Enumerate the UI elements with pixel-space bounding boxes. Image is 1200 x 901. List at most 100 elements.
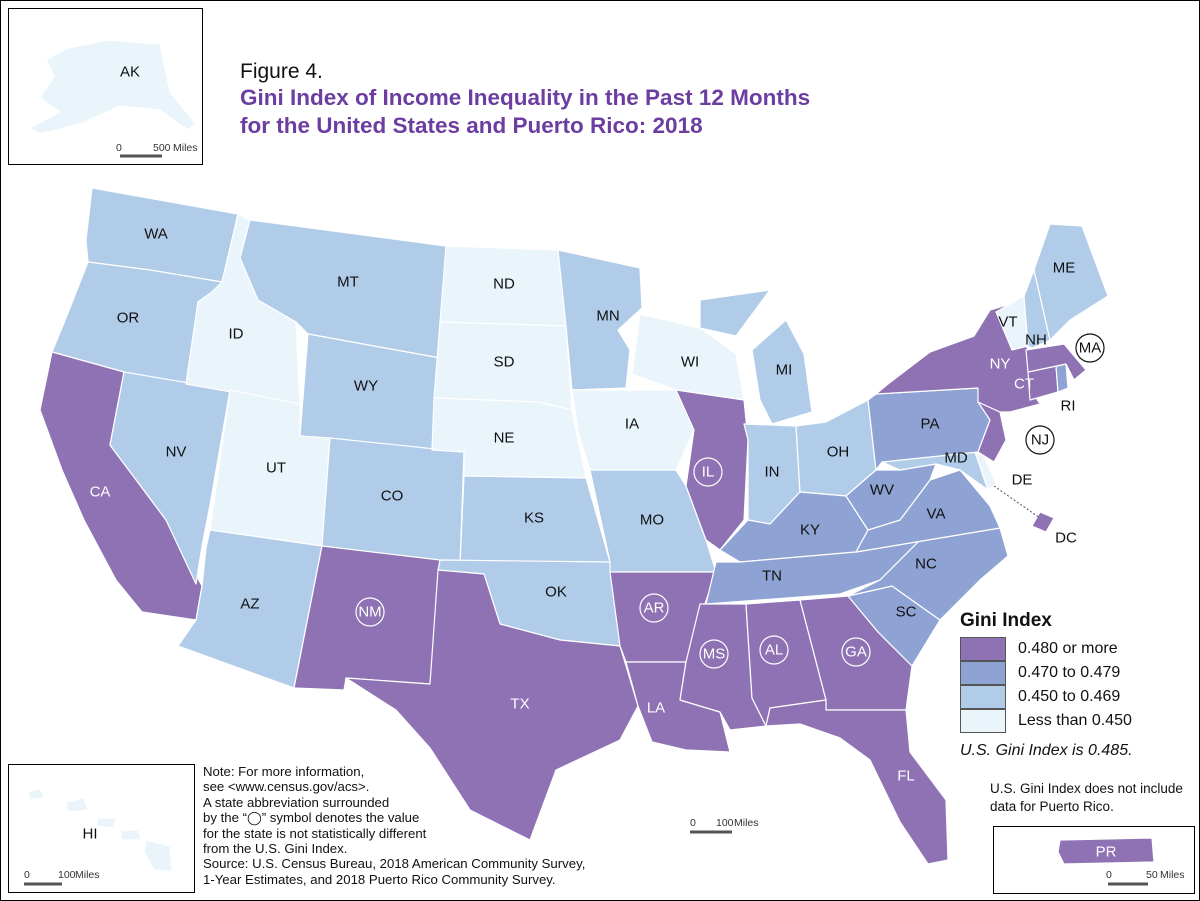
pr-scale-value: 50 — [1146, 869, 1158, 881]
significance-circle — [693, 457, 723, 487]
state-shape — [1055, 363, 1069, 393]
state-label: NC — [915, 556, 937, 573]
state-label: DC — [1055, 530, 1077, 547]
hi-scale-value: 100 — [58, 869, 76, 881]
state-label: MD — [944, 450, 967, 467]
state-label: OK — [545, 584, 567, 601]
state-labels: WA OR CA NV ID MT WY UT AZ CO NM ND SD N… — [83, 64, 1117, 861]
state-label: MI — [776, 362, 793, 379]
main-scale-value: 100 — [716, 817, 734, 829]
state-shape — [95, 817, 117, 829]
state-shape — [557, 249, 643, 391]
state-shape — [1033, 223, 1109, 341]
significance-circle — [1025, 425, 1055, 455]
state-label: IN — [765, 464, 780, 481]
state-shape — [845, 463, 937, 531]
state-label: CA — [90, 484, 111, 501]
note-line: Source: U.S. Census Bureau, 2018 America… — [203, 856, 586, 872]
state-label: PA — [921, 416, 940, 433]
state-label: NY — [990, 356, 1011, 373]
state-label: GA — [845, 644, 867, 661]
state-label: MA — [1079, 340, 1102, 357]
state-label: NE — [494, 430, 515, 447]
significance-circle — [639, 593, 669, 623]
legend-swatch — [960, 685, 1006, 709]
state-label: IL — [702, 464, 715, 481]
significance-circle — [1075, 333, 1105, 363]
state-label: ME — [1053, 260, 1076, 277]
significance-circle — [759, 635, 789, 665]
state-label: ND — [493, 276, 515, 293]
state-label: MO — [640, 512, 664, 529]
state-shape — [1057, 837, 1155, 865]
state-label: UT — [266, 460, 286, 477]
state-label: WY — [354, 378, 378, 395]
state-label: AR — [644, 600, 665, 617]
state-label: CT — [1014, 376, 1034, 393]
state-label: KY — [800, 522, 820, 539]
figure-title: Gini Index of Income Inequality in the P… — [240, 84, 810, 140]
note-line: from the U.S. Gini Index. — [203, 841, 348, 857]
note-line: for the state is not statistically diffe… — [203, 825, 427, 841]
hi-scale-units: Miles — [75, 869, 100, 881]
state-label: RI — [1061, 398, 1076, 415]
state-label: SD — [494, 354, 515, 371]
state-shape — [119, 829, 143, 841]
state-label: OH — [827, 444, 850, 461]
legend-swatch — [960, 709, 1006, 733]
note-line: see <www.census.gov/acs>. — [203, 779, 370, 795]
figure-title-line2: for the United States and Puerto Rico: 2… — [240, 113, 703, 138]
state-shape — [345, 569, 639, 841]
us-gini-index-note: U.S. Gini Index is 0.485. — [960, 742, 1133, 759]
dc-leader-line — [993, 485, 1041, 519]
scale-bars: 0 500 Miles 0 100 Miles 0 100 Miles 0 50… — [24, 142, 1185, 886]
ak-scale-units: Miles — [173, 142, 198, 154]
legend-item: 0.450 to 0.469 — [960, 685, 1120, 709]
puerto-rico-note: U.S. Gini Index does not include data fo… — [990, 781, 1183, 814]
significance-circle — [699, 639, 729, 669]
state-label: SC — [896, 604, 917, 621]
main-scale-units: Miles — [734, 817, 759, 829]
state-shape — [974, 451, 997, 491]
state-label: VA — [927, 506, 946, 523]
note-line: A state abbreviation surrounded — [203, 794, 390, 810]
state-label: CO — [381, 488, 404, 505]
state-label: ID — [229, 326, 244, 343]
state-shape — [27, 787, 45, 801]
state-shape — [847, 527, 1009, 621]
note-line: by the “◯” symbol denotes the value — [203, 810, 420, 826]
state-label: LA — [647, 700, 665, 717]
state-label: WA — [144, 226, 168, 243]
pr-scale-units: Miles — [1160, 869, 1185, 881]
state-label: AL — [765, 642, 783, 659]
significance-circle — [355, 597, 385, 627]
state-label: OR — [117, 310, 140, 327]
state-label: HI — [83, 826, 98, 843]
state-shape — [143, 839, 173, 873]
pr-scale-zero: 0 — [1106, 869, 1112, 881]
significance-circle — [841, 637, 871, 667]
legend-label: 0.470 to 0.479 — [1018, 664, 1121, 681]
state-label: AZ — [240, 596, 259, 613]
alaska-inset — [8, 8, 203, 165]
state-label: WI — [681, 354, 699, 371]
state-shape — [589, 469, 717, 573]
state-label: AK — [120, 64, 140, 81]
note-line: Note: For more information, — [203, 764, 365, 779]
state-shape — [65, 797, 89, 813]
legend-item: Less than 0.450 — [960, 709, 1132, 733]
state-label: TN — [762, 568, 782, 585]
state-label: NJ — [1031, 432, 1049, 449]
state-label: KS — [524, 510, 544, 527]
state-shape — [765, 699, 949, 865]
state-label: DE — [1012, 472, 1033, 489]
state-label: WV — [870, 482, 894, 499]
figure-label: Figure 4. — [240, 60, 323, 83]
state-shape — [1031, 511, 1055, 533]
state-label: NV — [166, 444, 187, 461]
state-label: NM — [358, 604, 381, 621]
state-label: NH — [1025, 332, 1047, 349]
state-label: MN — [596, 308, 619, 325]
legend-swatch — [960, 661, 1006, 685]
